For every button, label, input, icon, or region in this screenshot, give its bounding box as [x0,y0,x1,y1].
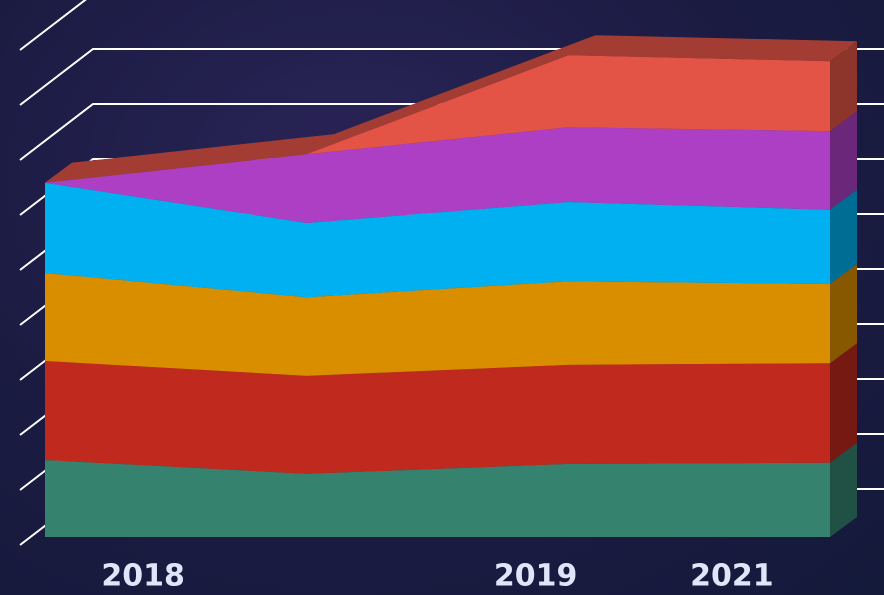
x-tick-label: 2019 [494,559,578,594]
x-tick-label: 2021 [690,559,774,594]
area [45,127,830,223]
area-side-face [830,111,857,210]
grid-line [19,0,87,51]
area-top-face [45,35,857,183]
x-tick-label: 2018 [101,559,185,594]
area [45,182,830,298]
area [45,361,830,474]
area-side-face [830,264,857,364]
area-side-face [830,343,857,463]
area [45,55,830,183]
area-side-face [830,41,857,132]
area [45,273,830,376]
area-side-face [830,442,857,537]
area [45,460,830,537]
area-side-face [830,189,857,284]
